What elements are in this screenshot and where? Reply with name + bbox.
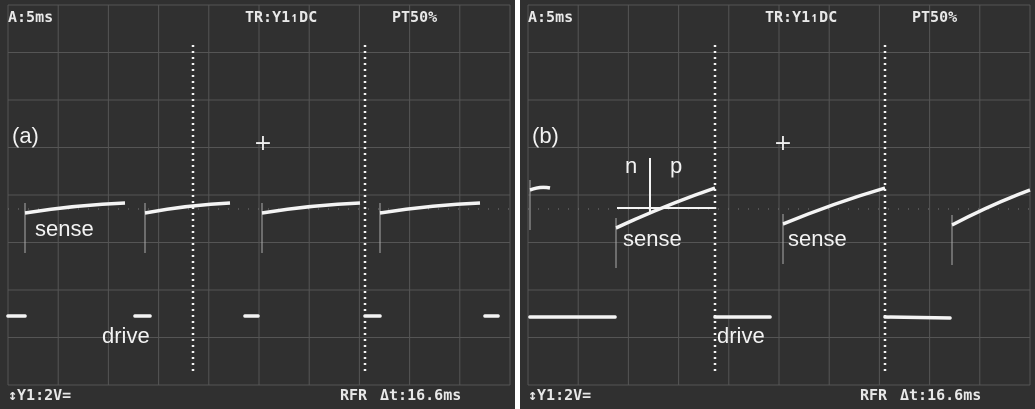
- trace-annotation: sense: [788, 226, 847, 251]
- sense-trace: [144, 201, 231, 215]
- timebase: A:5ms: [8, 8, 53, 26]
- trigger: TR:Y1↿DC: [245, 8, 317, 26]
- trace-annotation: sense: [35, 216, 94, 241]
- scale: ↕Y1:2V=: [8, 386, 71, 404]
- panel-label: (b): [532, 123, 559, 148]
- delta: Δt:16.6ms: [900, 386, 981, 404]
- sense-trace: [529, 185, 551, 192]
- sense-trace: [261, 201, 361, 215]
- pretrigger: PT50%: [392, 8, 437, 26]
- glow: [520, 0, 1035, 409]
- drive-trace: [883, 315, 952, 320]
- trace-annotation: drive: [717, 323, 765, 348]
- cursor-cross: +: [774, 131, 792, 156]
- pretrigger: PT50%: [912, 8, 957, 26]
- trace-annotation: p: [670, 153, 682, 178]
- trace-annotation: drive: [102, 323, 150, 348]
- timebase: A:5ms: [528, 8, 573, 26]
- mode: RFR: [340, 386, 368, 404]
- cursor-cross: +: [254, 131, 272, 156]
- sense-trace: [951, 188, 1031, 227]
- mode: RFR: [860, 386, 888, 404]
- sense-trace: [24, 201, 126, 215]
- trace-annotation: n: [625, 153, 637, 178]
- trigger: TR:Y1↿DC: [765, 8, 837, 26]
- scope-panel: + A:5ms TR:Y1↿DC PT50% ↕Y1:2V= RFR Δt:16.6ms (a…: [0, 0, 515, 409]
- sense-trace: [615, 186, 716, 230]
- trace-annotation: sense: [623, 226, 682, 251]
- screen: [520, 0, 1035, 409]
- scale: ↕Y1:2V=: [528, 386, 591, 404]
- scope-panel: + A:5ms TR:Y1↿DC PT50% ↕Y1:2V= RFR Δt:16.6ms (b…: [520, 0, 1035, 409]
- sense-trace: [379, 201, 481, 215]
- delta: Δt:16.6ms: [380, 386, 461, 404]
- sense-trace: [782, 186, 886, 226]
- panel-label: (a): [12, 123, 39, 148]
